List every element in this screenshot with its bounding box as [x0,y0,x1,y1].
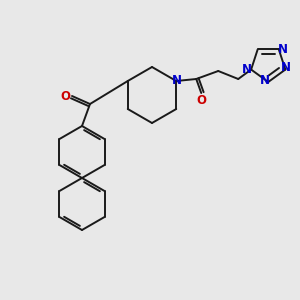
Text: N: N [172,74,182,88]
Text: N: N [281,61,291,74]
Text: N: N [260,74,270,86]
Text: O: O [60,89,70,103]
Text: N: N [278,43,288,56]
Text: O: O [196,94,206,106]
Text: N: N [242,63,252,76]
